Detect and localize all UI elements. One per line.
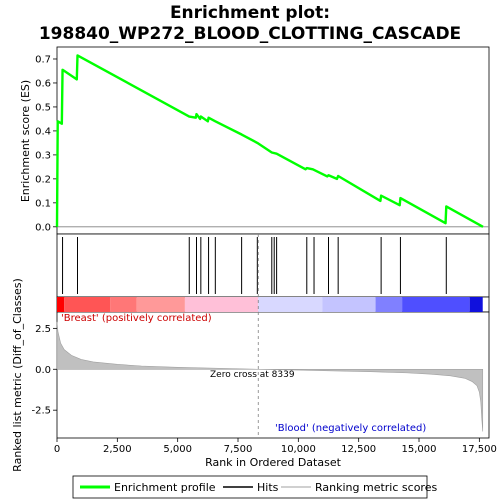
legend-hits-label: Hits <box>257 481 279 494</box>
metric-y-axis: 2.5 0.0 -2.5 <box>31 324 57 417</box>
hits-series <box>62 237 447 294</box>
x-tick-label: 2,500 <box>103 444 132 455</box>
positive-annotation: 'Breast' (positively correlated) <box>61 313 212 324</box>
colorbar-segment <box>258 297 323 312</box>
x-tick-label: 17,500 <box>462 444 497 455</box>
colorbar-segment <box>322 297 376 312</box>
colorbar-segment <box>57 297 65 312</box>
metric-y-tick-label: -2.5 <box>31 406 51 417</box>
x-axis: 0 2,500 5,000 7,500 10,000 12,500 15,000 17,500 <box>54 438 497 455</box>
es-y-tick-label: 0.3 <box>35 150 51 161</box>
es-y-tick-label: 0.7 <box>35 54 51 65</box>
x-tick-label: 7,500 <box>224 444 253 455</box>
ranking-metric-area <box>56 321 484 432</box>
es-y-tick-label: 0.1 <box>35 198 51 209</box>
es-y-tick-label: 0.4 <box>35 126 51 137</box>
legend: Enrichment profile Hits Ranking metric s… <box>72 475 437 499</box>
x-tick-label: 10,000 <box>281 444 316 455</box>
enrichment-profile-line <box>55 54 484 228</box>
colorbar-segment <box>375 297 403 312</box>
legend-enrichment-label: Enrichment profile <box>114 481 216 494</box>
metric-y-tick-label: 2.5 <box>35 324 51 335</box>
colorbar-segment <box>402 297 470 312</box>
legend-metric-label: Ranking metric scores <box>315 481 437 494</box>
colorbar-segment <box>64 297 111 312</box>
hits-panel <box>56 233 490 298</box>
zero-cross-annotation: Zero cross at 8339 <box>210 370 295 380</box>
es-y-tick-label: 0.2 <box>35 174 51 185</box>
x-tick-label: 15,000 <box>402 444 437 455</box>
es-panel <box>56 46 490 235</box>
metric-y-axis-label: Ranked list metric (Diff_of_Classes) <box>11 278 24 472</box>
x-axis-label: Rank in Ordered Dataset <box>205 456 342 469</box>
colorbar-segment <box>469 297 483 312</box>
metric-y-tick-label: 0.0 <box>35 365 51 376</box>
es-y-tick-label: 0.0 <box>35 222 51 233</box>
x-tick-label: 12,500 <box>341 444 376 455</box>
x-tick-label: 0 <box>54 444 60 455</box>
es-y-tick-label: 0.6 <box>35 78 51 89</box>
colorbar <box>57 297 483 312</box>
negative-annotation: 'Blood' (negatively correlated) <box>275 423 426 434</box>
ranking-metric-series <box>56 234 484 438</box>
metric-panel <box>56 311 490 439</box>
es-y-tick-label: 0.5 <box>35 102 51 113</box>
colorbar-segment <box>110 297 137 312</box>
colorbar-segment <box>184 297 259 312</box>
es-y-axis: 0.0 0.1 0.2 0.3 0.4 0.5 0.6 0.7 <box>35 54 57 233</box>
colorbar-segment <box>136 297 185 312</box>
chart-title-line2: 198840_WP272_BLOOD_CLOTTING_CASCADE <box>39 24 461 44</box>
es-y-axis-label: Enrichment score (ES) <box>19 80 32 202</box>
chart-title-line1: Enrichment plot: <box>170 3 330 23</box>
x-tick-label: 5,000 <box>163 444 192 455</box>
enrichment-profile-series <box>55 54 484 228</box>
